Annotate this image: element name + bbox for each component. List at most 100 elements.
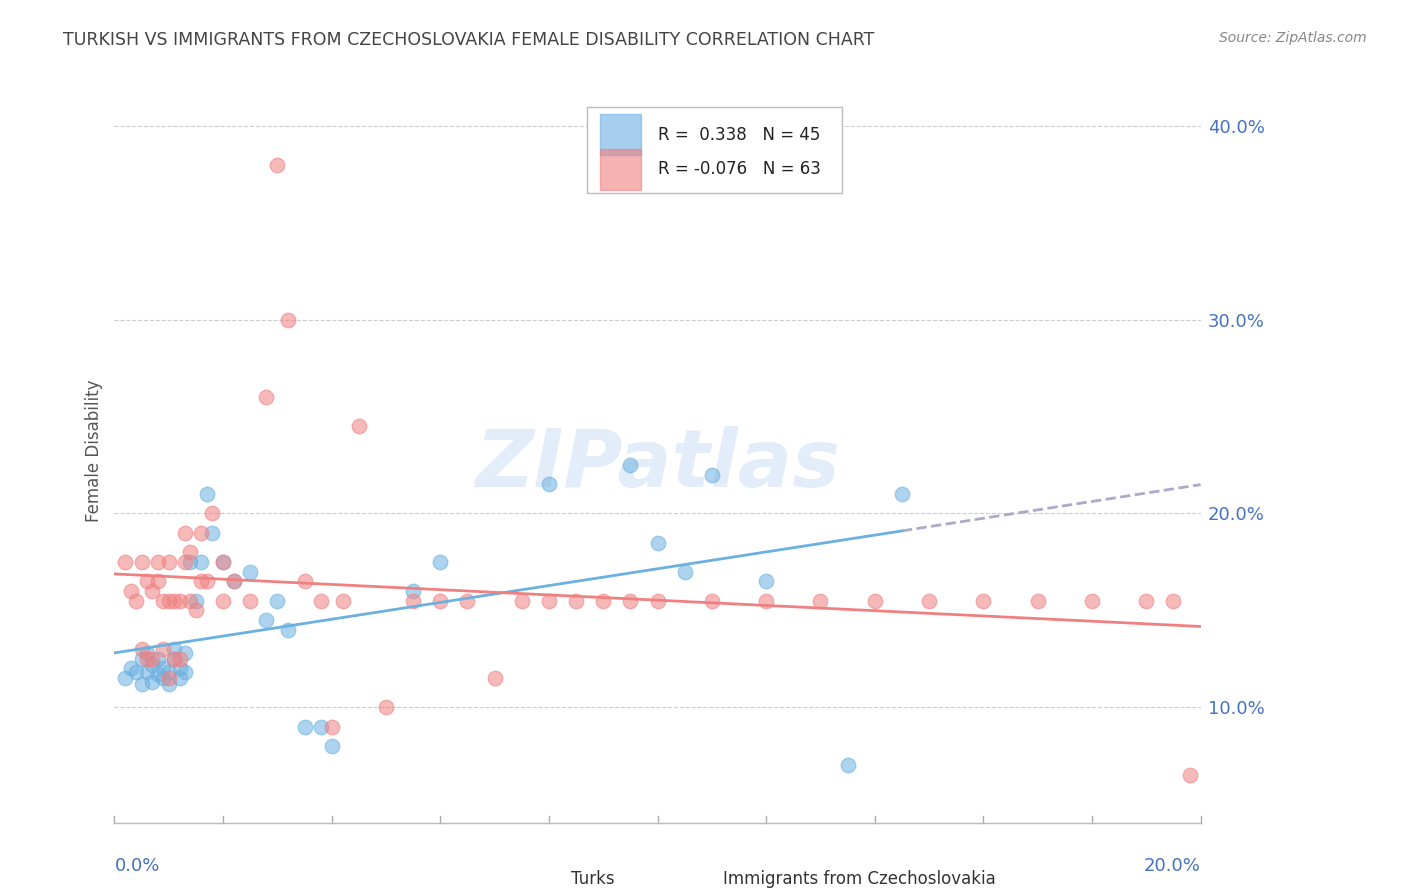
Point — [619, 593, 641, 607]
Point — [169, 652, 191, 666]
Point — [863, 593, 886, 607]
Point — [146, 652, 169, 666]
Text: Immigrants from Czechoslovakia: Immigrants from Czechoslovakia — [723, 871, 995, 888]
Point — [510, 593, 533, 607]
Point — [1026, 593, 1049, 607]
Point — [347, 419, 370, 434]
Point — [266, 158, 288, 172]
Text: TURKISH VS IMMIGRANTS FROM CZECHOSLOVAKIA FEMALE DISABILITY CORRELATION CHART: TURKISH VS IMMIGRANTS FROM CZECHOSLOVAKI… — [63, 31, 875, 49]
Point — [146, 667, 169, 681]
Point — [163, 642, 186, 657]
Point — [157, 671, 180, 685]
Point — [1178, 768, 1201, 782]
Point — [429, 555, 451, 569]
Text: Turks: Turks — [571, 871, 614, 888]
Point — [141, 657, 163, 672]
Point — [131, 652, 153, 666]
Point — [174, 665, 197, 680]
Point — [136, 665, 159, 680]
Point — [190, 555, 212, 569]
Text: 20.0%: 20.0% — [1143, 857, 1201, 875]
Point — [201, 507, 224, 521]
Point — [266, 593, 288, 607]
Point — [537, 477, 560, 491]
Point — [321, 739, 343, 753]
Point — [146, 574, 169, 589]
Point — [239, 593, 262, 607]
Point — [402, 583, 425, 598]
Point — [755, 574, 778, 589]
Point — [195, 487, 218, 501]
Point — [152, 593, 174, 607]
Point — [647, 593, 669, 607]
Point — [152, 661, 174, 675]
Point — [212, 593, 235, 607]
Text: 0.0%: 0.0% — [114, 857, 160, 875]
Point — [190, 574, 212, 589]
Point — [212, 555, 235, 569]
Point — [157, 555, 180, 569]
Point — [131, 677, 153, 691]
Point — [163, 593, 186, 607]
Point — [592, 593, 614, 607]
Text: ZIPatlas: ZIPatlas — [475, 426, 839, 504]
Point — [125, 665, 148, 680]
Point — [152, 642, 174, 657]
Point — [429, 593, 451, 607]
Point — [239, 565, 262, 579]
Point — [114, 671, 136, 685]
FancyBboxPatch shape — [600, 114, 641, 155]
Point — [309, 720, 332, 734]
Point — [131, 642, 153, 657]
Point — [332, 593, 354, 607]
FancyBboxPatch shape — [586, 107, 842, 193]
Point — [120, 583, 142, 598]
Point — [184, 603, 207, 617]
Text: R = -0.076   N = 63: R = -0.076 N = 63 — [658, 160, 820, 178]
Point — [169, 671, 191, 685]
Point — [136, 574, 159, 589]
Point — [190, 525, 212, 540]
Point — [537, 593, 560, 607]
Point — [1081, 593, 1104, 607]
Point — [174, 525, 197, 540]
Point — [157, 593, 180, 607]
Point — [195, 574, 218, 589]
Point — [810, 593, 832, 607]
Point — [157, 665, 180, 680]
Point — [890, 487, 912, 501]
Point — [114, 555, 136, 569]
Point — [294, 574, 316, 589]
Point — [152, 671, 174, 685]
Point — [918, 593, 941, 607]
Y-axis label: Female Disability: Female Disability — [86, 379, 103, 522]
Point — [184, 593, 207, 607]
Point — [163, 652, 186, 666]
Point — [277, 312, 299, 326]
FancyBboxPatch shape — [600, 149, 641, 190]
Point — [146, 555, 169, 569]
Text: Source: ZipAtlas.com: Source: ZipAtlas.com — [1219, 31, 1367, 45]
Point — [402, 593, 425, 607]
Point — [136, 646, 159, 660]
Point — [141, 652, 163, 666]
Point — [321, 720, 343, 734]
Point — [174, 646, 197, 660]
Point — [179, 545, 201, 559]
Point — [201, 525, 224, 540]
Point — [163, 652, 186, 666]
Point — [277, 623, 299, 637]
Point — [125, 593, 148, 607]
Point — [647, 535, 669, 549]
Point — [222, 574, 245, 589]
Point — [1135, 593, 1157, 607]
Point — [131, 555, 153, 569]
Point — [157, 677, 180, 691]
Point — [837, 758, 859, 772]
Point — [456, 593, 478, 607]
Point — [136, 652, 159, 666]
Point — [565, 593, 588, 607]
Point — [309, 593, 332, 607]
FancyBboxPatch shape — [679, 863, 710, 892]
Point — [484, 671, 506, 685]
